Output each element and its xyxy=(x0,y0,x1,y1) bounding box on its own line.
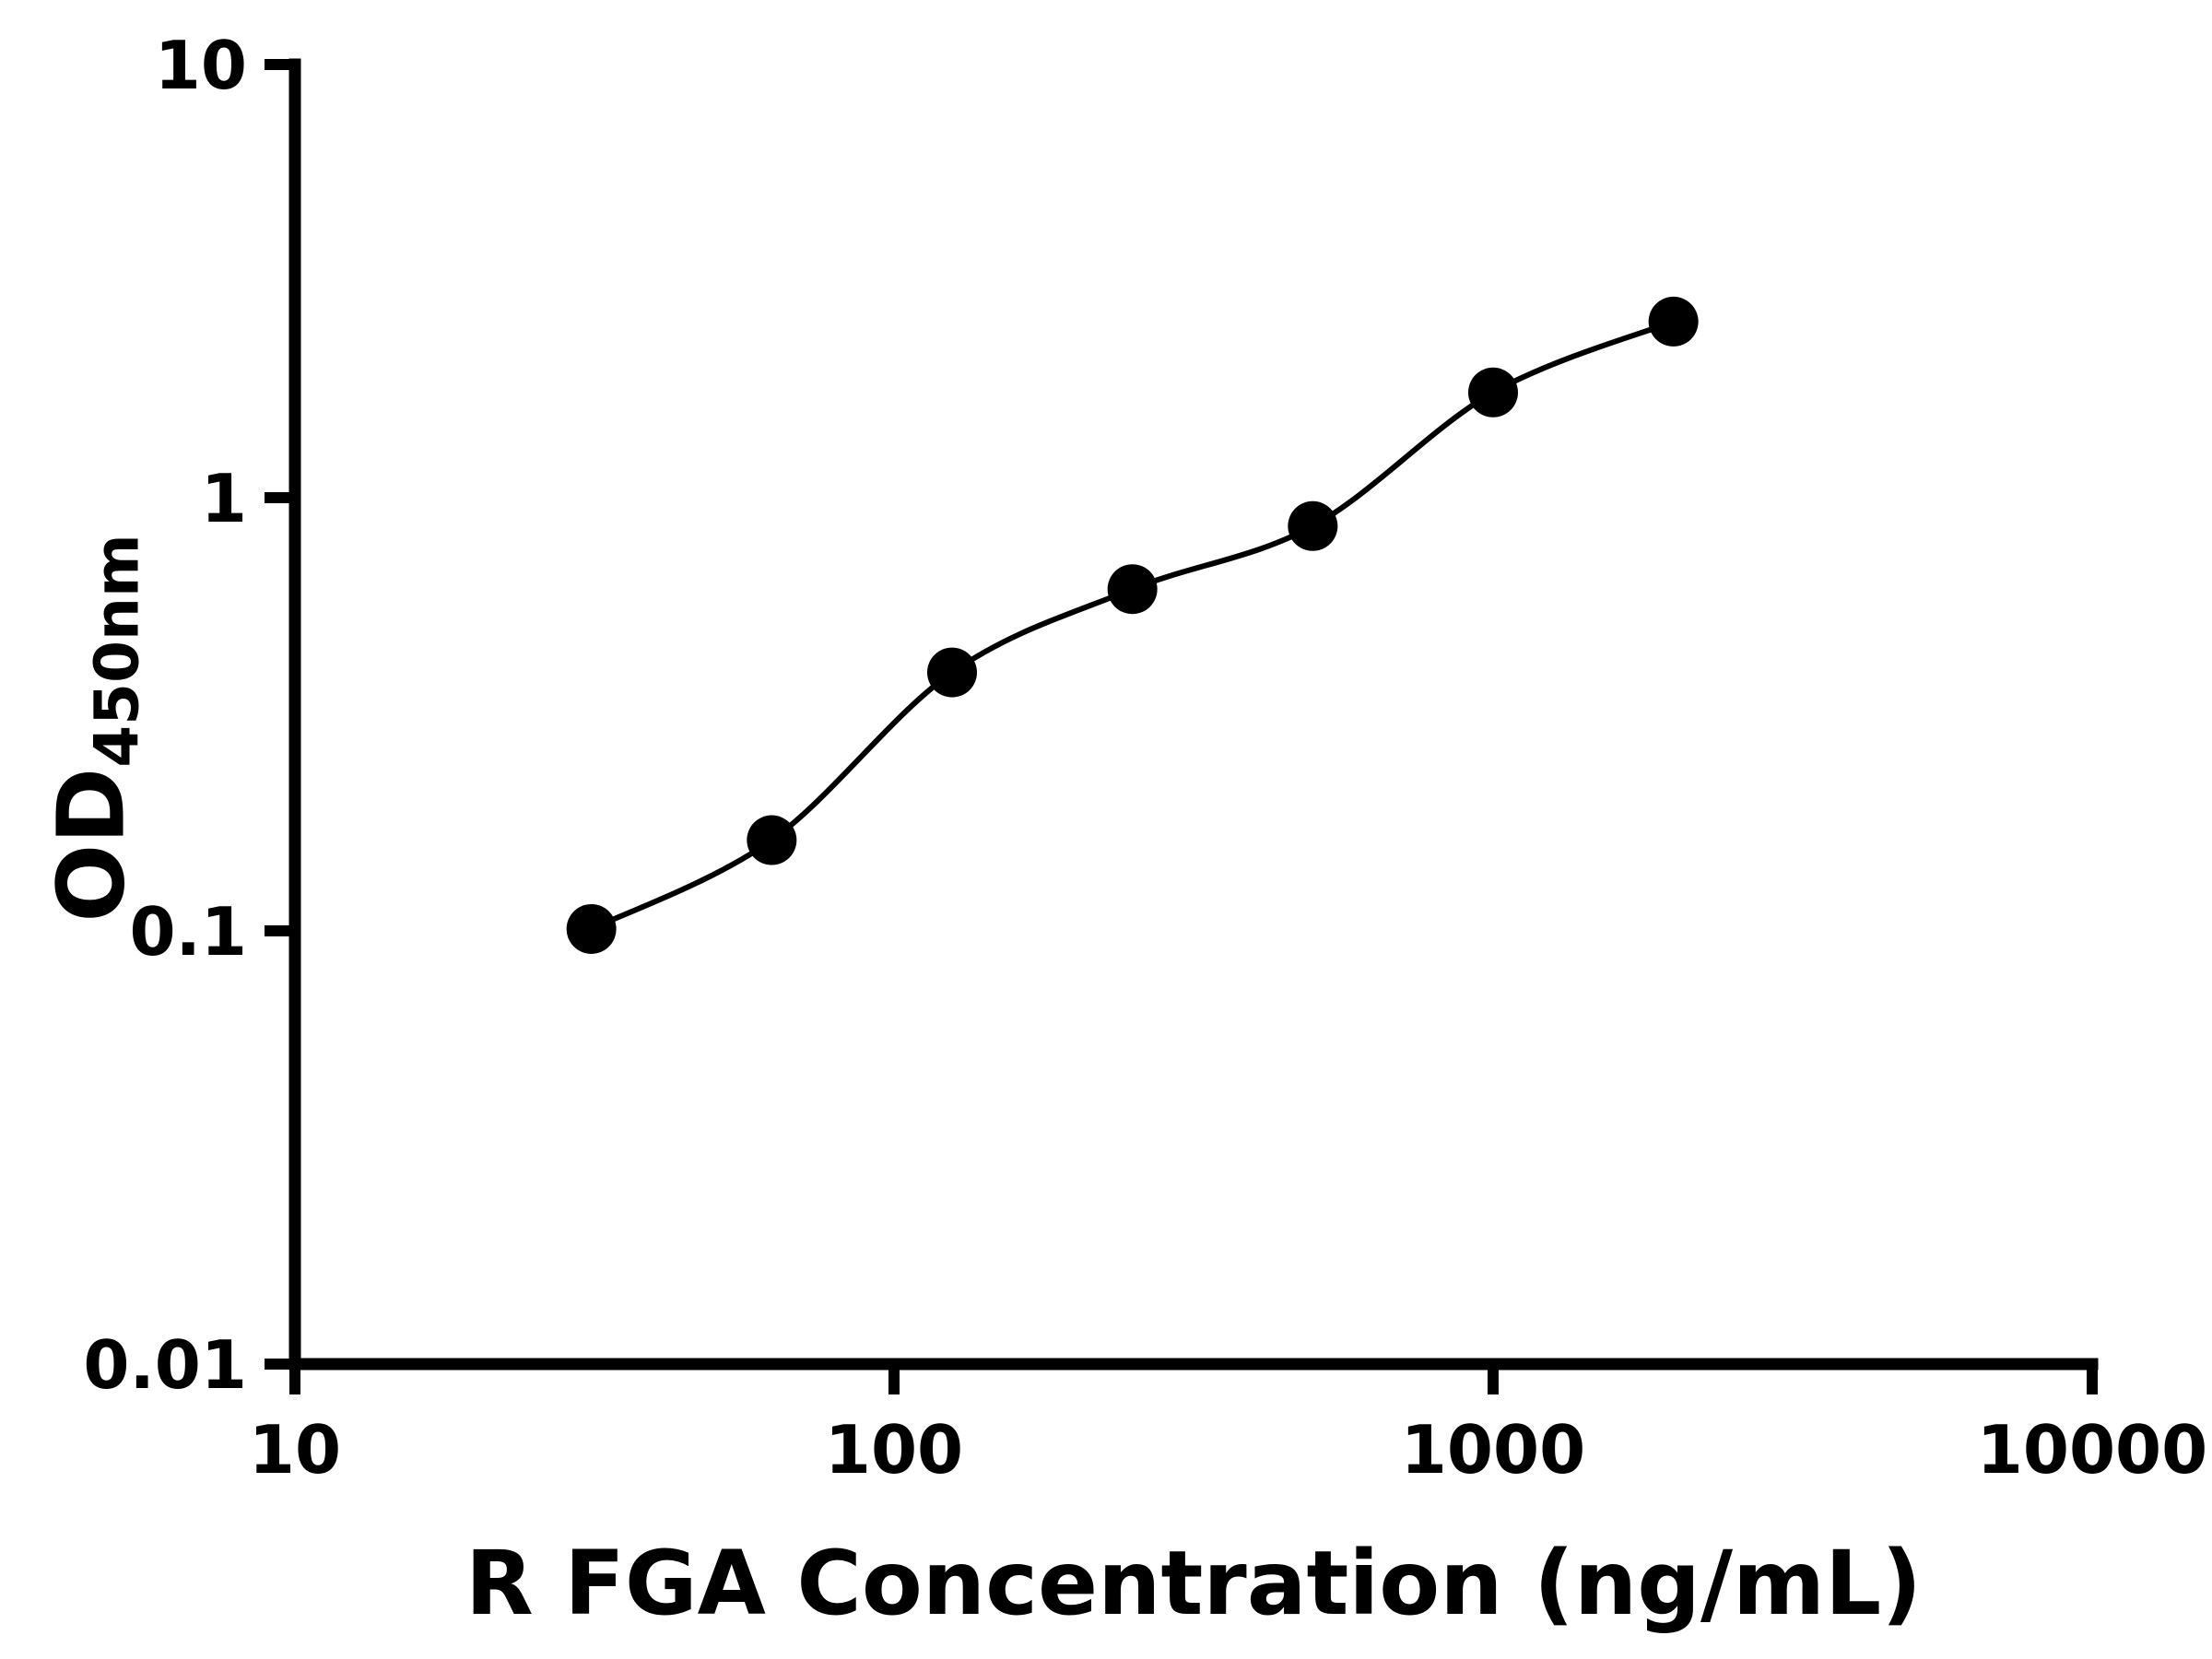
data-point-marker xyxy=(1288,500,1338,551)
x-tick-label: 10 xyxy=(249,1411,341,1488)
y-tick-label: 1 xyxy=(201,460,247,537)
data-point-marker xyxy=(566,903,617,954)
data-point-marker xyxy=(1107,564,1158,615)
x-tick-label: 100 xyxy=(825,1411,963,1488)
y-axis-label: OD450nm xyxy=(38,534,153,923)
y-tick-label: 0.1 xyxy=(129,893,247,971)
x-tick-label: 10000 xyxy=(1977,1411,2208,1488)
y-axis-label-main: OD xyxy=(37,767,146,923)
data-point-marker xyxy=(1648,296,1699,347)
y-tick-label: 0.01 xyxy=(83,1326,247,1404)
data-point-marker xyxy=(747,815,797,865)
x-tick-label: 1000 xyxy=(1401,1411,1585,1488)
data-point-marker xyxy=(926,647,977,698)
x-axis-label: R FGA Concentration (ng/mL) xyxy=(465,1532,1923,1635)
y-axis-label-subscript: 450nm xyxy=(81,534,153,768)
data-point-marker xyxy=(1468,367,1518,418)
y-tick-label: 10 xyxy=(155,27,247,104)
